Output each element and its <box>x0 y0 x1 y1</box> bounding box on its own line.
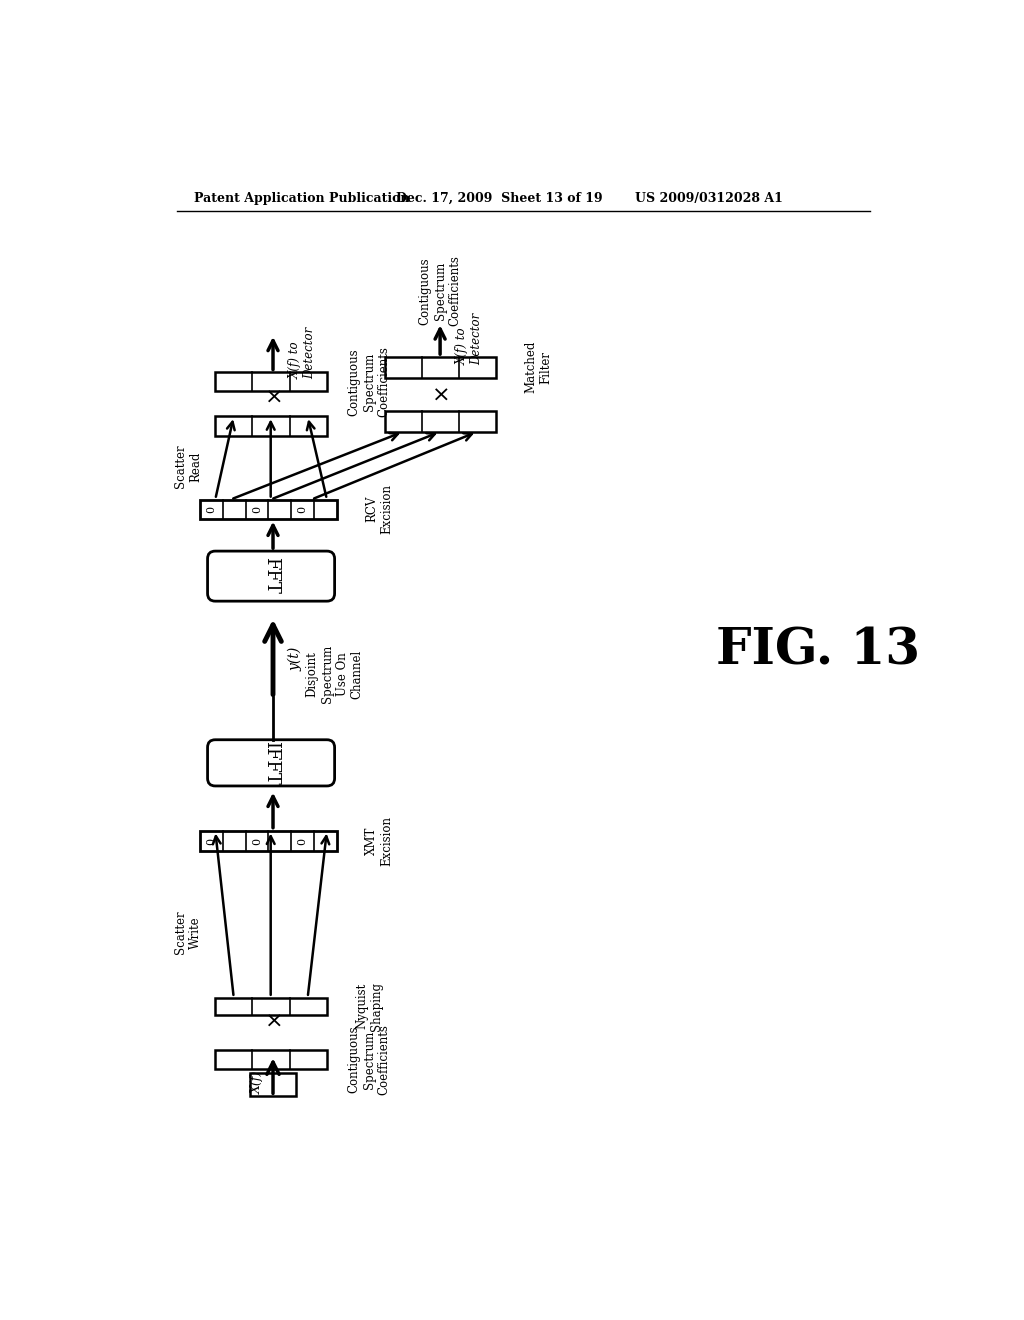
Bar <box>215 1051 327 1069</box>
Text: 0: 0 <box>252 506 262 512</box>
Bar <box>385 411 497 432</box>
Text: $\times$: $\times$ <box>431 384 449 405</box>
Text: y(t): y(t) <box>289 647 303 671</box>
Text: $\times$: $\times$ <box>264 387 282 408</box>
FancyBboxPatch shape <box>208 739 335 785</box>
Bar <box>200 830 337 851</box>
Text: 0: 0 <box>298 837 307 845</box>
Text: US 2009/0312028 A1: US 2009/0312028 A1 <box>635 191 782 205</box>
Text: Matched
Filter: Matched Filter <box>524 341 553 393</box>
Text: Scatter
Write: Scatter Write <box>174 911 203 954</box>
Bar <box>385 358 497 378</box>
Text: Contiguous
Spectrum
Coefficients: Contiguous Spectrum Coefficients <box>348 1024 391 1096</box>
Text: Dec. 17, 2009  Sheet 13 of 19: Dec. 17, 2009 Sheet 13 of 19 <box>396 191 603 205</box>
Text: 0: 0 <box>206 837 216 845</box>
Text: FIG. 13: FIG. 13 <box>716 627 920 676</box>
Text: X(f): X(f) <box>251 1071 264 1094</box>
Text: 0: 0 <box>206 506 216 512</box>
Text: 0: 0 <box>298 506 307 512</box>
Text: XMT
Excision: XMT Excision <box>366 816 393 866</box>
Bar <box>215 998 327 1015</box>
Bar <box>250 1073 296 1096</box>
Text: 0: 0 <box>252 837 262 845</box>
Text: FFT: FFT <box>262 557 280 594</box>
Text: Nyquist
Shaping: Nyquist Shaping <box>355 982 383 1031</box>
Text: Contiguous
Spectrum
Coefficients: Contiguous Spectrum Coefficients <box>348 346 391 417</box>
Bar <box>215 416 327 436</box>
Text: $\times$: $\times$ <box>264 1010 282 1032</box>
Text: RCV
Excision: RCV Excision <box>366 484 393 535</box>
Text: IFFT: IFFT <box>262 741 280 785</box>
Text: X(f) to
Detector: X(f) to Detector <box>456 313 483 366</box>
Text: Scatter
Read: Scatter Read <box>174 445 203 488</box>
FancyBboxPatch shape <box>208 552 335 601</box>
Text: Patent Application Publication: Patent Application Publication <box>194 191 410 205</box>
Text: X(f) to
Detector: X(f) to Detector <box>289 327 316 379</box>
Text: Contiguous
Spectrum
Coefficients: Contiguous Spectrum Coefficients <box>419 255 462 326</box>
Text: Disjoint
Spectrum
Use On
Channel: Disjoint Spectrum Use On Channel <box>305 645 364 704</box>
Bar <box>215 372 327 391</box>
Bar <box>200 499 337 519</box>
